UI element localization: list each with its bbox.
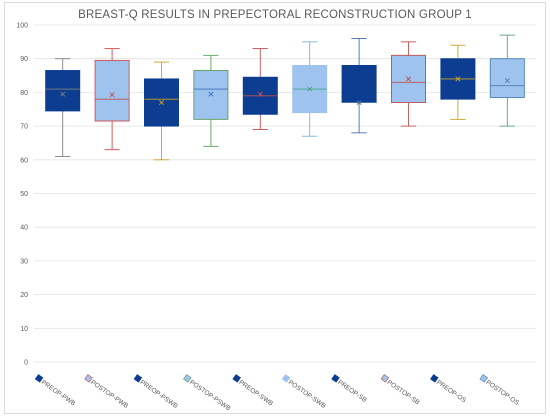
legend-label: PREOP-PWB [40, 379, 77, 408]
chart-title: BREAST-Q RESULTS IN PREPECTORAL RECONSTR… [78, 9, 472, 21]
y-tick-label: 90 [20, 56, 28, 63]
box-preop-sb [341, 38, 377, 134]
y-tick-label: 10 [20, 326, 28, 333]
mean-marker [257, 91, 263, 97]
legend-item: PREOP-SB [331, 374, 368, 404]
mean-marker [208, 91, 214, 97]
mean-marker [356, 99, 362, 106]
legend-swatch [183, 374, 192, 383]
y-tick-label: 80 [20, 90, 28, 97]
legend-label: POSTOP-OS [484, 379, 520, 407]
box-postop-swb [292, 41, 328, 137]
legend-item: PREOP-SWB [232, 374, 274, 408]
legend-item: POSTOP-SB [380, 374, 421, 406]
legend-item: POSTOP-OS [479, 374, 521, 407]
y-tick-label: 20 [20, 292, 28, 299]
legend-swatch [430, 374, 439, 383]
y-tick-label: 30 [20, 258, 28, 265]
boxes [45, 34, 525, 161]
legend-item: POSTOP-PWB [84, 374, 129, 410]
legend-item: POSTOP-PSWB [183, 374, 232, 412]
box-iqr [193, 70, 229, 120]
box-iqr [489, 58, 525, 98]
mean-marker [60, 91, 66, 97]
mean-marker [109, 92, 115, 98]
box-preop-os [440, 44, 476, 120]
box-iqr [94, 59, 130, 122]
y-tick-label: 60 [20, 157, 28, 164]
legend-item: PREOP-OS [430, 374, 468, 405]
y-tick-label: 0 [24, 360, 28, 367]
box-postop-pwb [94, 48, 130, 151]
y-tick-label: 50 [20, 191, 28, 198]
box-preop-pwb [45, 58, 81, 157]
box-preop-swb [242, 48, 278, 130]
legend-swatch [331, 374, 340, 383]
legend-swatch [281, 374, 291, 383]
box-preop-pswb [144, 61, 179, 161]
box-postop-os [489, 34, 525, 127]
legend-label: POSTOP-PSWB [188, 379, 232, 412]
mean-marker [455, 76, 461, 82]
legend-label: POSTOP-SWB [287, 379, 327, 410]
box-iqr [45, 70, 81, 112]
legend-label: POSTOP-SB [386, 379, 421, 406]
legend-swatch [479, 374, 488, 383]
legend-swatch [34, 374, 44, 383]
mean-marker [504, 78, 510, 84]
y-tick-label: 100 [16, 23, 28, 30]
legend-swatch [232, 374, 241, 383]
legend-swatch [380, 374, 390, 383]
mean-marker [405, 76, 412, 82]
mean-marker [158, 99, 165, 106]
y-tick-label: 40 [20, 225, 28, 232]
legend-swatch [133, 374, 143, 383]
legend-item: PREOP-PWB [34, 374, 77, 408]
legend-label: PREOP-PSWB [139, 379, 179, 410]
box-postop-pswb [193, 54, 229, 147]
legend-label: POSTOP-PWB [89, 379, 129, 410]
box-postop-sb [391, 41, 426, 127]
legend-item: POSTOP-SWB [281, 374, 327, 410]
box-iqr [341, 64, 377, 103]
legend-label: PREOP-SB [336, 379, 368, 404]
legend: PREOP-PWB POSTOP-PWB PREOP-PSWB POSTOP-PSWB… [34, 374, 521, 412]
legend-item: PREOP-PSWB [133, 374, 179, 410]
mean-marker [307, 86, 313, 92]
legend-label: PREOP-SWB [237, 379, 274, 408]
legend-label: PREOP-OS [435, 379, 468, 405]
legend-swatch [84, 374, 93, 383]
y-tick-label: 70 [20, 124, 28, 131]
y-axis-ticks: 0 10 20 30 40 50 60 70 80 90 100 [16, 23, 28, 367]
